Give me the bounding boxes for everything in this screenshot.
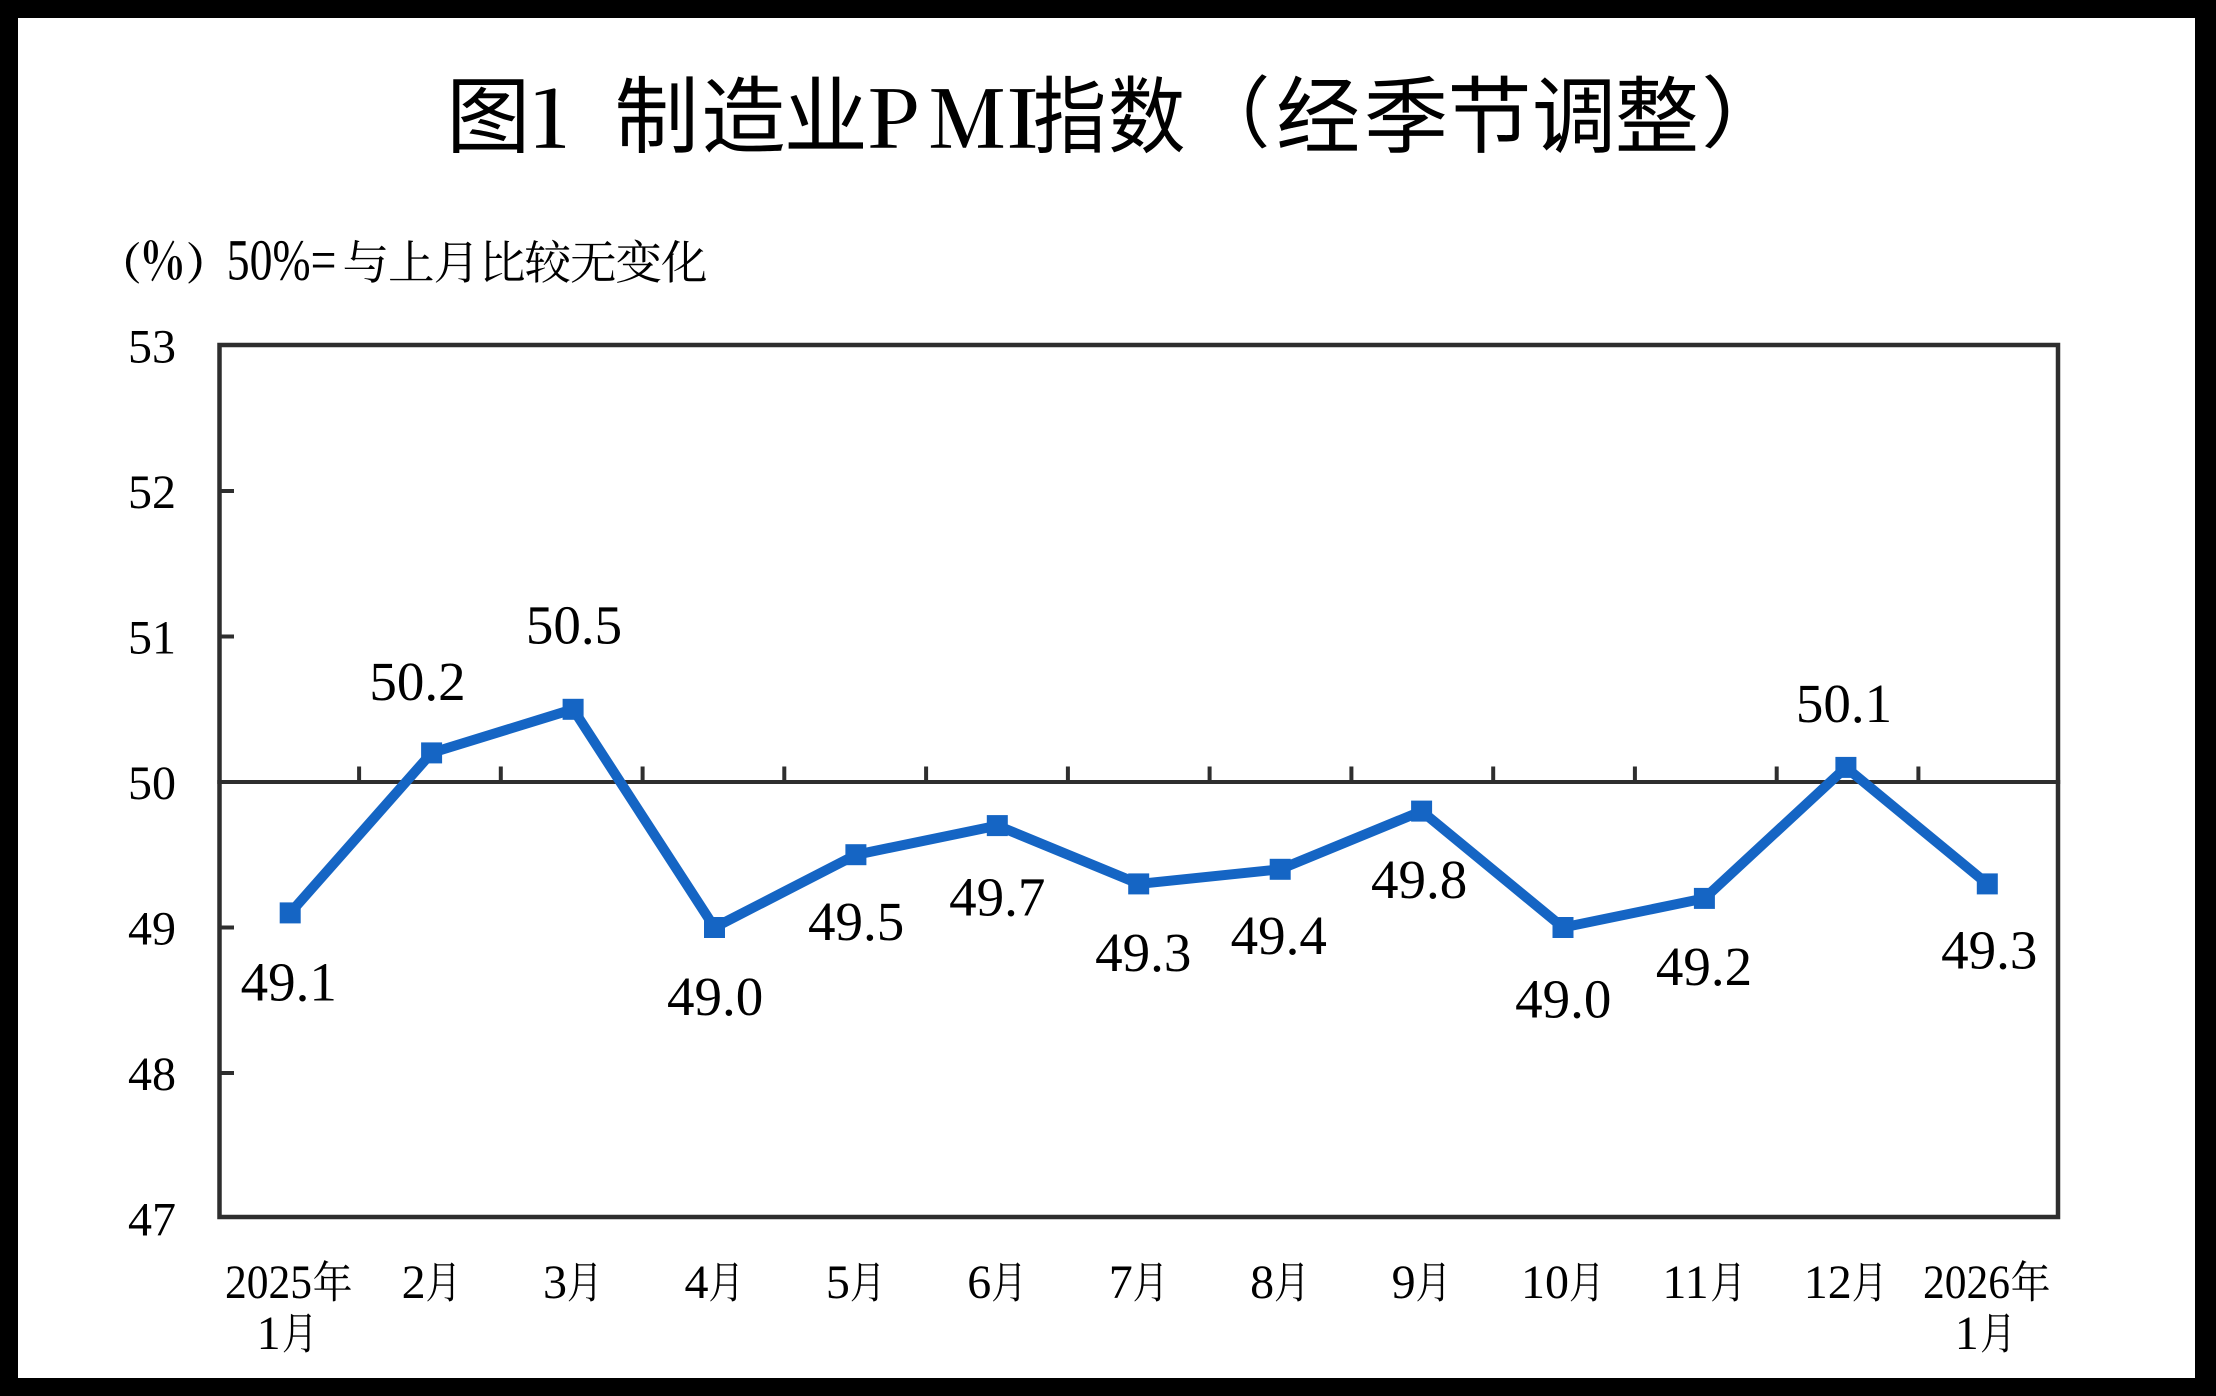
svg-text:49: 49 — [128, 903, 176, 956]
svg-text:1: 1 — [257, 1307, 281, 1360]
svg-text:50.2: 50.2 — [369, 651, 465, 712]
svg-text:3: 3 — [543, 1256, 567, 1309]
svg-text:5: 5 — [826, 1256, 850, 1309]
svg-text:4: 4 — [685, 1256, 709, 1309]
svg-text:1: 1 — [1955, 1307, 1979, 1360]
svg-text:11: 11 — [1662, 1256, 1708, 1309]
svg-text:49.0: 49.0 — [1515, 969, 1611, 1030]
svg-text:12: 12 — [1804, 1256, 1852, 1309]
svg-text:2: 2 — [402, 1256, 426, 1309]
svg-text:49.5: 49.5 — [808, 891, 904, 952]
svg-text:50: 50 — [128, 757, 176, 810]
svg-text:49.1: 49.1 — [241, 952, 337, 1013]
svg-text:10: 10 — [1521, 1256, 1569, 1309]
svg-text:52: 52 — [128, 466, 176, 519]
svg-text:6: 6 — [967, 1256, 991, 1309]
svg-text:49.7: 49.7 — [949, 867, 1045, 928]
svg-text:49.3: 49.3 — [1095, 922, 1191, 983]
svg-text:49.2: 49.2 — [1656, 936, 1752, 997]
svg-text:53: 53 — [128, 321, 176, 374]
svg-text:49.4: 49.4 — [1231, 905, 1327, 966]
svg-text:50.5: 50.5 — [526, 595, 622, 656]
svg-text:49.8: 49.8 — [1371, 849, 1467, 910]
svg-text:8: 8 — [1250, 1256, 1274, 1309]
svg-text:50.1: 50.1 — [1796, 673, 1892, 734]
svg-text:2025: 2025 — [225, 1256, 312, 1309]
svg-text:51: 51 — [128, 612, 176, 665]
svg-text:2026: 2026 — [1923, 1256, 2010, 1309]
svg-text:49.0: 49.0 — [667, 966, 763, 1027]
svg-text:49.3: 49.3 — [1941, 919, 2037, 980]
svg-text:9: 9 — [1392, 1256, 1416, 1309]
svg-text:48: 48 — [128, 1048, 176, 1101]
svg-text:50%=: 50%= — [227, 228, 337, 293]
svg-text:7: 7 — [1109, 1256, 1133, 1309]
svg-text:47: 47 — [128, 1194, 176, 1247]
